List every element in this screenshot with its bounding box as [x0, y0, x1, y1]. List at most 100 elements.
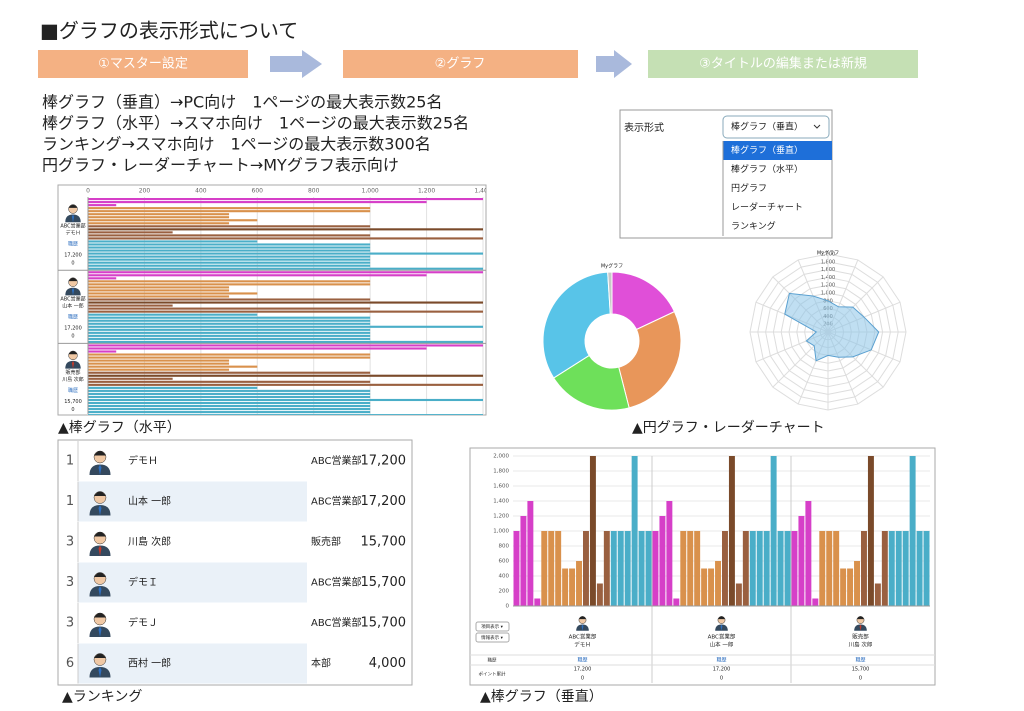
bar [756, 531, 763, 606]
avatar-tie [98, 545, 102, 556]
bar [88, 246, 371, 249]
bar [909, 456, 916, 606]
y-tick-label: 1,600 [493, 484, 509, 490]
select-box [722, 115, 830, 139]
bar [88, 337, 371, 340]
bar [88, 340, 483, 343]
arrow [596, 50, 632, 78]
bar [88, 334, 371, 337]
bar [812, 598, 819, 606]
note: ランキング→スマホ向け 1ページの最大表示数300名 [42, 135, 431, 154]
avatar-tie [71, 360, 75, 369]
bar [631, 456, 638, 606]
bar [742, 531, 749, 606]
extra: 0 [859, 676, 862, 682]
step [38, 50, 248, 78]
y-tick-label: 1,400 [493, 499, 509, 505]
bar [88, 386, 258, 389]
option: 棒グラフ（垂直） [731, 144, 803, 156]
bar [798, 516, 805, 606]
step [648, 50, 918, 78]
x-tick-label: 600 [252, 188, 264, 195]
bar [88, 371, 371, 374]
y-tick-label: 2,000 [493, 454, 509, 460]
caption: ▲ランキング [62, 689, 142, 705]
job: 職歴 [855, 657, 865, 664]
y-tick-label: 1,800 [493, 469, 509, 475]
bar [88, 258, 371, 261]
bar [88, 377, 173, 380]
bar [88, 243, 371, 246]
row-bg [78, 481, 307, 522]
bar [88, 271, 483, 274]
bar [763, 531, 770, 606]
bar [749, 531, 756, 606]
bar [88, 344, 483, 347]
points: 4,000 [369, 656, 406, 671]
row-label: 職歴 [488, 657, 497, 664]
y-tick-label: 1,000 [493, 529, 509, 535]
bar [638, 531, 645, 606]
bar [88, 319, 371, 322]
bar [88, 240, 258, 243]
rank: 1 [66, 494, 74, 509]
avatar-hair [856, 616, 865, 620]
bar [722, 531, 728, 606]
job: 職歴 [68, 241, 78, 248]
title: ■グラフの表示形式について [40, 19, 298, 43]
dept: ABC営業部 [311, 495, 362, 508]
bar [916, 531, 923, 606]
bar [88, 274, 427, 277]
option-highlight [723, 141, 832, 160]
bar [88, 374, 483, 377]
bar [88, 383, 483, 386]
row-bg [78, 643, 307, 684]
x-tick-label: 800 [308, 188, 320, 195]
name: デモＩ [128, 576, 158, 589]
y-tick-label: 0 [506, 604, 510, 610]
rank: 6 [66, 656, 74, 671]
option: 円グラフ [731, 182, 767, 194]
bar [527, 501, 534, 606]
bar [88, 411, 371, 414]
avatar-hair [94, 491, 106, 496]
dept: ABC営業部 [311, 576, 362, 589]
pie-title: Myグラフ [601, 263, 623, 270]
dept: ABC営業部 [569, 633, 597, 641]
x-tick-label: 400 [195, 188, 207, 195]
step [343, 50, 578, 78]
bar [673, 598, 680, 606]
name: 山本 一郎 [710, 641, 734, 649]
bar [88, 216, 230, 219]
points: 15,700 [361, 575, 407, 590]
row-label: ポイント累計 [479, 671, 506, 678]
extra: 0 [71, 407, 74, 413]
button-label: 情報表示 ▾ [481, 634, 503, 641]
points: 17,200 [64, 326, 82, 332]
button[interactable] [475, 632, 510, 643]
bar [603, 531, 610, 606]
bar [88, 222, 230, 225]
dropdown-label: 表示形式 [624, 121, 664, 134]
dept: ABC営業部 [60, 296, 85, 303]
bar [88, 380, 371, 383]
y-tick-label: 400 [499, 574, 510, 580]
button[interactable] [475, 621, 510, 632]
avatar-hair [94, 451, 106, 456]
bar [923, 531, 930, 606]
step-label: ②グラフ [435, 57, 486, 72]
name: 山本 一郎 [128, 495, 171, 508]
caption: ▲円グラフ・レーダーチャート [632, 420, 825, 436]
bar [534, 598, 541, 606]
bar [88, 307, 371, 310]
x-tick-label: 200 [139, 188, 151, 195]
bar [583, 531, 589, 606]
bar [708, 568, 715, 606]
pie-slice [607, 271, 613, 315]
y-tick-label: 200 [499, 589, 510, 595]
note: 円グラフ・レーダーチャート→MYグラフ表示向け [42, 156, 399, 175]
bar [88, 331, 371, 334]
option: 棒グラフ（水平） [731, 163, 803, 175]
bar [805, 501, 812, 606]
avatar-tie [98, 464, 102, 475]
